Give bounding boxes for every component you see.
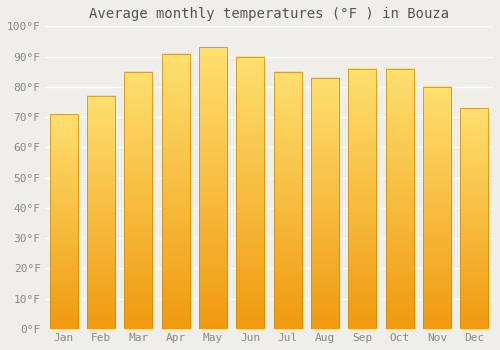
- Bar: [199, 48, 227, 329]
- Bar: [50, 114, 78, 329]
- Title: Average monthly temperatures (°F ) in Bouza: Average monthly temperatures (°F ) in Bo…: [89, 7, 449, 21]
- Bar: [311, 78, 339, 329]
- Bar: [274, 72, 301, 329]
- Bar: [386, 69, 413, 329]
- Bar: [87, 96, 115, 329]
- Bar: [348, 69, 376, 329]
- Bar: [460, 108, 488, 329]
- Bar: [236, 57, 264, 329]
- Bar: [162, 54, 190, 329]
- Bar: [423, 87, 451, 329]
- Bar: [124, 72, 152, 329]
